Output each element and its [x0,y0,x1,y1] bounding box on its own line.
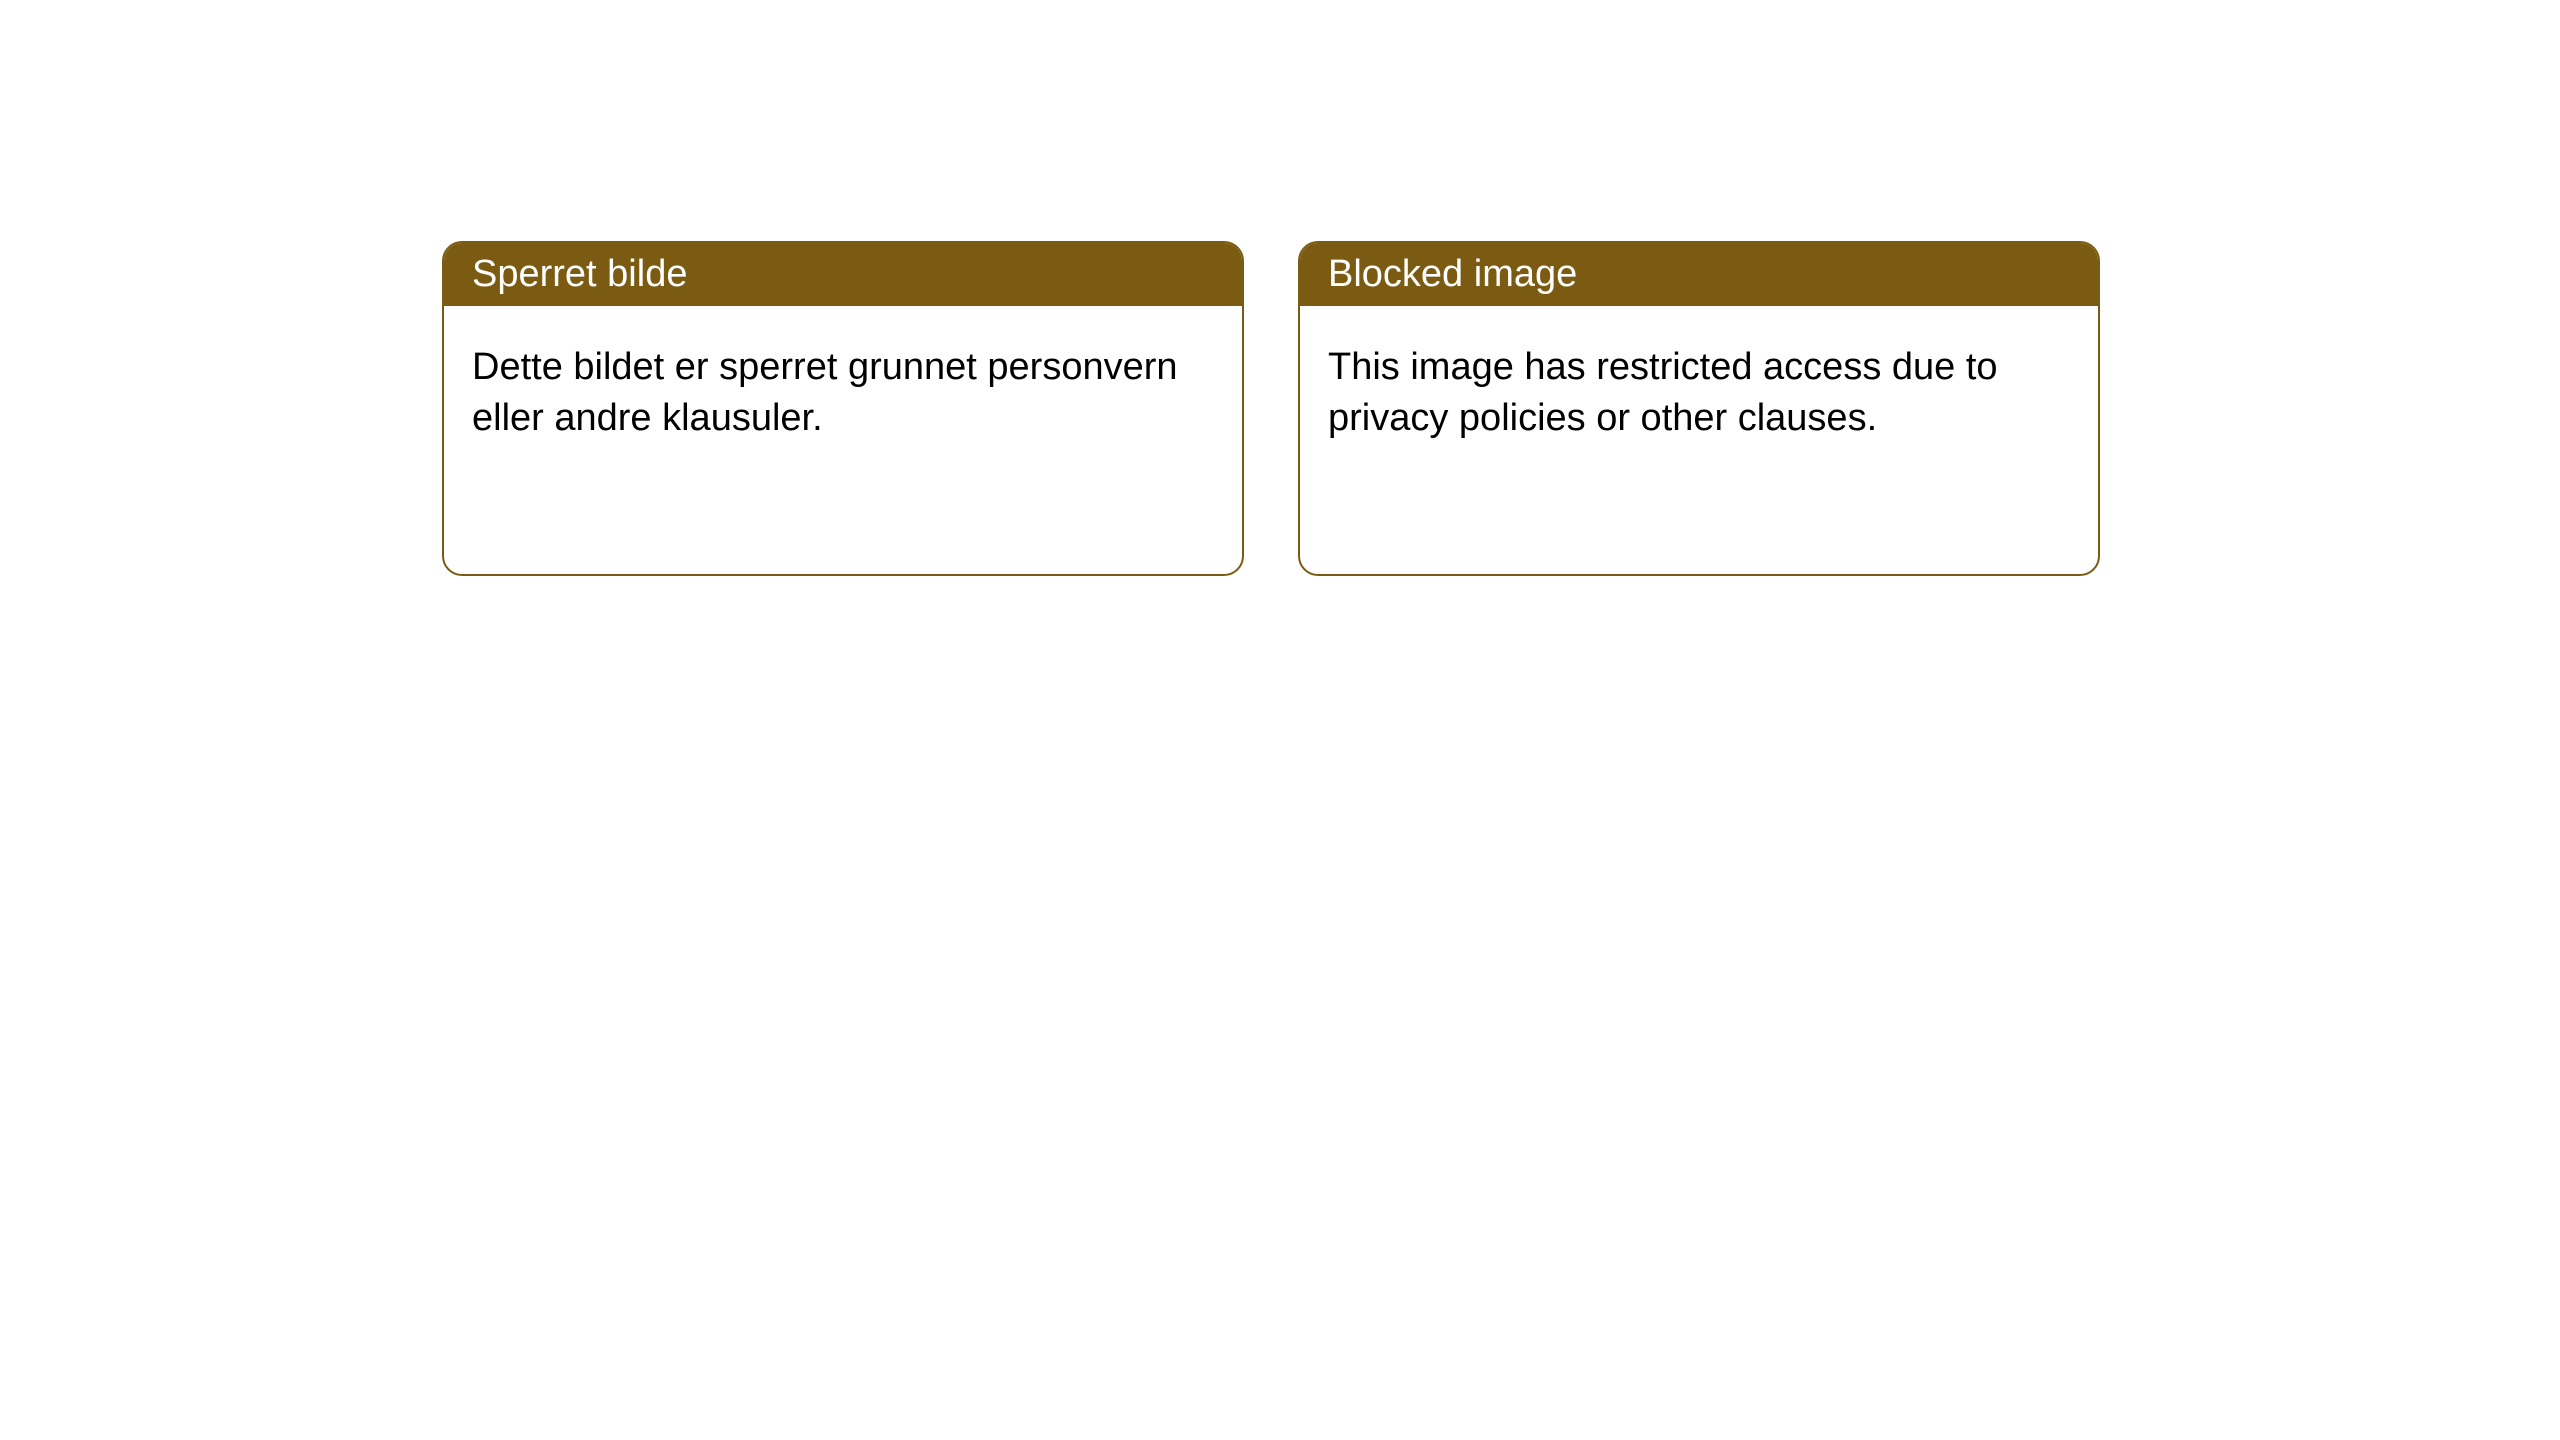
cards-container: Sperret bilde Dette bildet er sperret gr… [0,0,2560,576]
blocked-image-card-en: Blocked image This image has restricted … [1298,241,2100,576]
card-header-en: Blocked image [1300,243,2098,306]
card-header-no: Sperret bilde [444,243,1242,306]
card-body-no: Dette bildet er sperret grunnet personve… [444,306,1242,481]
card-body-en: This image has restricted access due to … [1300,306,2098,481]
blocked-image-card-no: Sperret bilde Dette bildet er sperret gr… [442,241,1244,576]
